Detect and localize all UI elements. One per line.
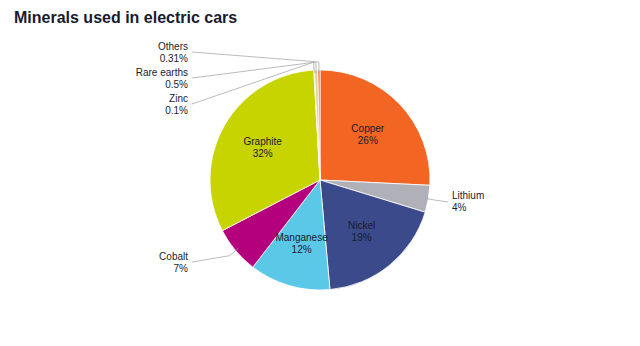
svg-text:Cobalt7%: Cobalt7% [159, 251, 188, 274]
svg-text:Nickel19%: Nickel19% [348, 220, 375, 243]
html-text:Minerals used in electric cars: Minerals used in electric cars [14, 9, 238, 26]
svg-text:Graphite32%: Graphite32% [243, 136, 282, 159]
svg-text:Manganese12%: Manganese12% [275, 232, 328, 255]
svg-text:Zinc0.1%: Zinc0.1% [165, 93, 188, 116]
svg-text:Others0.31%: Others0.31% [158, 41, 188, 64]
svg-text:Copper26%: Copper26% [351, 123, 384, 146]
svg-text:Lithium4%: Lithium4% [452, 190, 484, 213]
svg-text:Rare earths0.5%: Rare earths0.5% [136, 67, 188, 90]
